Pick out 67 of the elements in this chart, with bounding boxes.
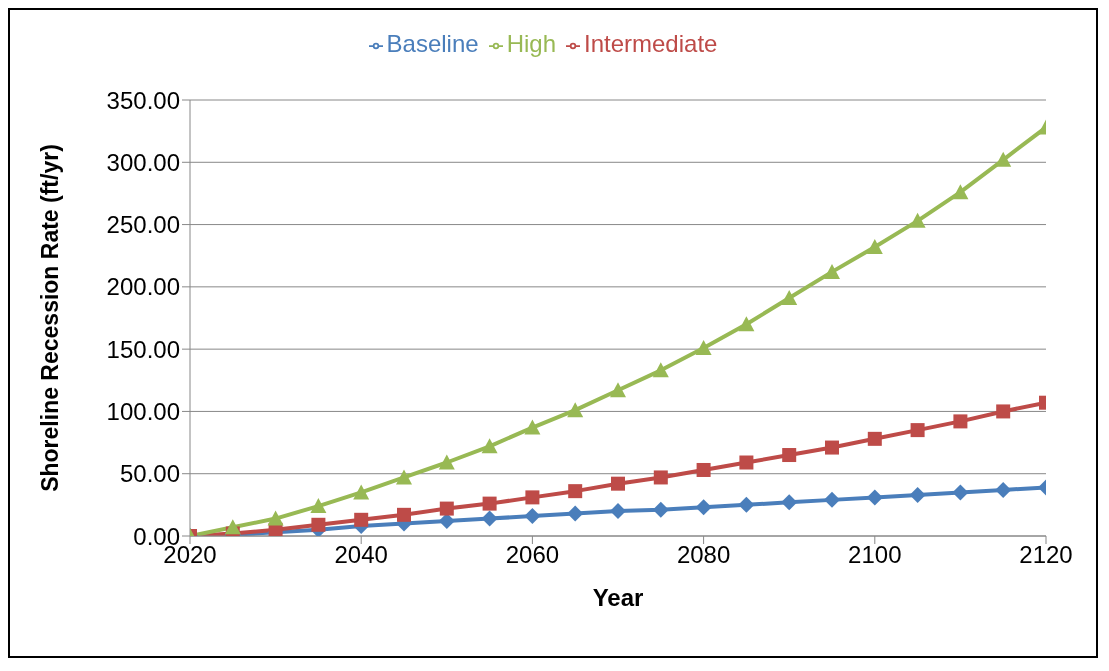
point [867,431,882,446]
legend-label: Baseline [386,30,479,57]
point [696,462,711,477]
point [525,490,540,505]
point [567,505,584,522]
y-tick-label: 250.00 [106,211,180,239]
point [952,484,969,501]
point [652,362,669,378]
x-tick-label: 2060 [505,541,560,569]
point [910,423,925,438]
point [782,448,797,463]
point [353,484,370,500]
point [909,212,926,228]
point [481,438,498,454]
point [738,316,755,332]
point [824,491,840,508]
point [568,484,583,499]
point [824,263,840,279]
y-axis-title: Shoreline Recession Rate (ft/yr) [37,144,64,492]
x-tick-label: 2080 [676,541,731,569]
point [397,507,411,522]
point [953,414,968,429]
point [781,290,798,306]
x-axis-title: Year [592,584,644,611]
x-tick-label: 2040 [334,541,388,569]
point [310,498,327,514]
point [267,510,284,526]
y-tick-label: 100.00 [106,397,180,425]
point [311,517,326,532]
point [610,382,626,398]
point [909,486,926,503]
point [995,151,1012,167]
point [825,440,839,455]
point [652,501,669,518]
legend-label: Intermediate [584,30,718,57]
point [952,184,969,200]
point [611,476,625,491]
x-tick-label: 2100 [848,541,902,569]
point [866,489,883,506]
point [738,496,755,513]
y-tick-label: 350.00 [106,86,180,114]
point [224,519,241,535]
point [438,513,455,530]
x-tick-label: 2120 [1019,541,1073,569]
point [354,512,369,527]
point [739,455,754,470]
y-tick-label: 300.00 [106,148,180,176]
y-tick-label: 150.00 [106,335,180,363]
point [524,419,541,435]
point [567,402,584,418]
point [995,481,1012,498]
point [695,499,712,516]
point [996,404,1011,419]
y-tick-label: 200.00 [106,273,180,301]
point [439,501,454,516]
point [438,454,455,470]
y-tick-label: 50.00 [119,460,180,488]
point [481,510,498,527]
point [695,339,712,355]
point [781,494,798,511]
point [524,508,541,525]
point [866,238,883,254]
legend-label: High [506,30,556,57]
point [396,469,412,485]
point [482,496,497,511]
point [610,503,626,520]
point [653,470,668,485]
